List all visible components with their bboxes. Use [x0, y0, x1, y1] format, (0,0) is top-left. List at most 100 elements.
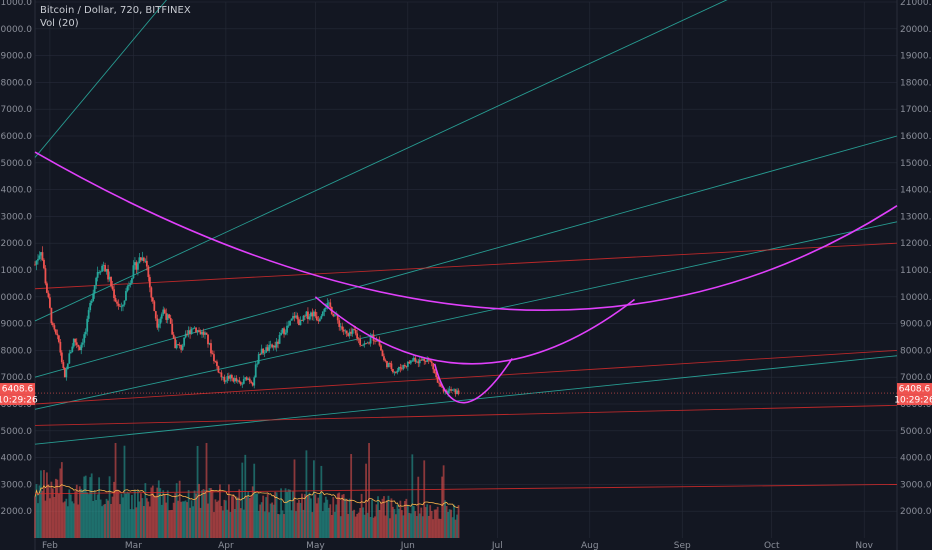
candle-body	[339, 326, 342, 328]
candle-body	[126, 286, 129, 292]
volume-bar	[81, 490, 84, 538]
countdown-tag-left-bg	[0, 394, 35, 406]
volume-bar	[432, 519, 435, 538]
volume-bar	[426, 504, 429, 538]
candle-body	[214, 361, 217, 362]
trend-line-teal	[34, 0, 728, 322]
symbol-title[interactable]: Bitcoin / Dollar, 720, BITFINEX	[40, 5, 191, 16]
candle-body	[105, 269, 108, 272]
volume-bar	[395, 514, 397, 538]
candle-body	[207, 334, 209, 345]
candle-body	[336, 314, 339, 321]
volume-bar	[439, 518, 442, 538]
candle-body	[395, 372, 397, 373]
volume-bar	[126, 491, 129, 538]
candle-body	[201, 331, 203, 335]
y-tick-label-right: 10000.0	[900, 293, 932, 303]
candle-body	[360, 345, 363, 346]
volume-bar	[418, 513, 421, 538]
volume-bar	[278, 514, 281, 538]
candle-body	[138, 257, 141, 264]
time-axis[interactable]: Feb Mar Apr May Jun Jul Aug Sep Oct Nov	[42, 541, 874, 550]
candle-body	[84, 331, 87, 335]
candle-body	[80, 344, 83, 351]
candle-body	[245, 377, 248, 380]
candle-body	[451, 389, 454, 391]
volume-bar	[308, 492, 311, 538]
candle-body	[37, 258, 39, 261]
candle-body	[447, 390, 450, 394]
y-tick-label-left: 19000.0	[0, 52, 32, 62]
volume-bar	[104, 503, 106, 538]
volume-bar	[60, 462, 63, 538]
volume-bar	[226, 509, 229, 538]
volume-bar	[223, 499, 226, 538]
volume-bar	[292, 491, 294, 538]
volume-bar	[371, 499, 373, 538]
cup-curves	[34, 151, 898, 404]
volume-bar	[181, 501, 184, 538]
candle-body	[256, 363, 259, 365]
candle-body	[402, 365, 405, 369]
y-tick-label-left: 9000.0	[1, 320, 33, 330]
volume-bar	[363, 514, 366, 538]
volume-bar	[296, 502, 299, 538]
candle-body	[108, 276, 111, 280]
candle-body	[275, 341, 278, 348]
candle-body	[268, 344, 271, 351]
candle-body	[383, 356, 385, 361]
volume-bar	[216, 501, 218, 538]
volume-bar	[54, 478, 57, 538]
candle-body	[263, 352, 266, 354]
volume-bar	[128, 492, 130, 538]
candle-body	[280, 332, 282, 335]
volume-bar	[269, 503, 272, 538]
volume-bar	[192, 506, 194, 538]
x-tick-label: Apr	[218, 541, 234, 550]
volume-bar	[47, 484, 50, 538]
candle-body	[195, 327, 197, 333]
candle-body	[374, 340, 376, 342]
volume-bar	[456, 514, 458, 538]
candle-body	[435, 372, 438, 377]
volume-indicator-label[interactable]: Vol (20)	[40, 18, 79, 29]
trend-line-teal	[34, 0, 168, 158]
volume-bar	[386, 500, 388, 538]
volume-bar	[427, 515, 430, 538]
volume-bar	[341, 494, 344, 538]
candle-body	[421, 358, 424, 361]
volume-bar	[156, 487, 159, 538]
candle-body	[353, 329, 356, 331]
x-tick-label: Mar	[125, 541, 142, 550]
candle-body	[162, 309, 165, 315]
volume-bar	[257, 510, 260, 538]
trend-line-red	[34, 483, 898, 495]
candle-body	[177, 344, 180, 346]
candle-body	[277, 341, 279, 344]
candle-body	[190, 328, 193, 335]
volume-bar	[272, 504, 275, 538]
candle-body	[171, 323, 174, 335]
candle-body	[409, 360, 412, 364]
candle-body	[296, 315, 299, 320]
volume-bar	[318, 494, 321, 538]
candle-body	[381, 350, 384, 357]
candle-body	[113, 289, 115, 299]
chart-legend: Bitcoin / Dollar, 720, BITFINEX Vol (20)	[40, 4, 191, 30]
candle-body	[424, 361, 427, 362]
candle-body	[433, 369, 436, 373]
volume-bar	[207, 503, 209, 538]
volume-bar	[224, 500, 227, 538]
candle-body	[332, 313, 335, 317]
volume-bar	[436, 506, 439, 538]
left-price-axis[interactable]: 21000.0 20000.0 19000.0 18000.0 17000.0 16000…	[0, 0, 32, 517]
volume-bar	[74, 491, 77, 538]
candle-body	[308, 316, 311, 320]
volume-bar	[132, 509, 135, 538]
volume-bar	[190, 500, 193, 538]
volume-bar	[165, 502, 168, 538]
volume-bar	[172, 502, 175, 538]
candle-body	[220, 372, 223, 378]
candle-body	[99, 271, 102, 273]
